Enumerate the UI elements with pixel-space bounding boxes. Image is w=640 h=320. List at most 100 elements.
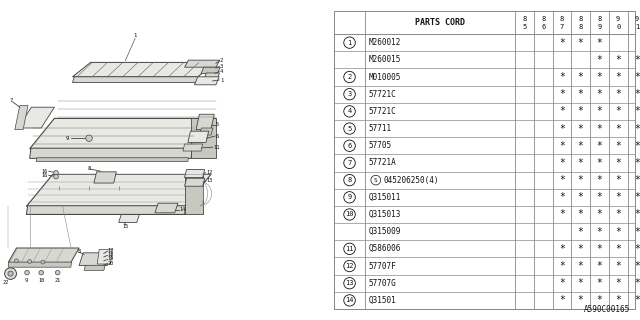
Circle shape xyxy=(56,270,60,275)
Text: *: * xyxy=(559,158,565,168)
Text: 9: 9 xyxy=(597,24,602,30)
Text: 57721C: 57721C xyxy=(369,90,397,99)
Text: 16: 16 xyxy=(41,169,47,174)
Text: 6: 6 xyxy=(541,24,545,30)
Text: *: * xyxy=(634,227,640,237)
Text: 11: 11 xyxy=(214,145,220,150)
Text: *: * xyxy=(615,89,621,99)
Text: 3: 3 xyxy=(348,91,351,97)
Text: *: * xyxy=(578,38,584,48)
Text: 1: 1 xyxy=(220,77,223,83)
Text: *: * xyxy=(596,124,602,133)
Text: 57711: 57711 xyxy=(369,124,392,133)
Text: S: S xyxy=(374,178,378,183)
Text: 16: 16 xyxy=(41,173,47,178)
Text: *: * xyxy=(634,141,640,151)
Circle shape xyxy=(4,268,17,279)
Text: 3: 3 xyxy=(220,64,223,69)
Text: *: * xyxy=(615,244,621,254)
Text: Q315013: Q315013 xyxy=(369,210,401,219)
Text: 10: 10 xyxy=(38,277,44,283)
Polygon shape xyxy=(8,262,72,267)
Text: 57705: 57705 xyxy=(369,141,392,150)
Text: *: * xyxy=(596,141,602,151)
Text: *: * xyxy=(615,210,621,220)
Circle shape xyxy=(54,174,58,179)
Text: 22: 22 xyxy=(3,280,9,285)
Text: *: * xyxy=(578,244,584,254)
Text: 19: 19 xyxy=(108,256,114,261)
Text: 6: 6 xyxy=(216,133,219,139)
Text: *: * xyxy=(615,278,621,288)
Text: M260012: M260012 xyxy=(369,38,401,47)
Text: *: * xyxy=(596,261,602,271)
Text: *: * xyxy=(634,210,640,220)
Text: Q315011: Q315011 xyxy=(369,193,401,202)
Text: *: * xyxy=(578,227,584,237)
Text: *: * xyxy=(559,106,565,116)
Text: 57721C: 57721C xyxy=(369,107,397,116)
Text: 5: 5 xyxy=(216,122,219,127)
Polygon shape xyxy=(184,60,220,67)
Text: 8: 8 xyxy=(522,16,527,22)
Text: *: * xyxy=(559,72,565,82)
Polygon shape xyxy=(18,107,54,128)
Text: *: * xyxy=(634,244,640,254)
Text: *: * xyxy=(596,72,602,82)
Text: 57707G: 57707G xyxy=(369,279,397,288)
Text: 8: 8 xyxy=(77,249,81,254)
Text: *: * xyxy=(578,210,584,220)
Text: 9: 9 xyxy=(616,16,620,22)
Polygon shape xyxy=(155,203,178,213)
Polygon shape xyxy=(184,174,203,214)
Text: 10: 10 xyxy=(346,212,354,218)
Text: M010005: M010005 xyxy=(369,73,401,82)
Text: *: * xyxy=(559,192,565,202)
Text: *: * xyxy=(596,89,602,99)
Text: 14: 14 xyxy=(180,207,186,212)
Text: Q586006: Q586006 xyxy=(369,244,401,253)
Text: 1: 1 xyxy=(635,24,639,30)
Polygon shape xyxy=(184,170,205,178)
Polygon shape xyxy=(15,106,28,130)
Text: *: * xyxy=(578,295,584,305)
Text: 12: 12 xyxy=(206,170,212,175)
Text: 8: 8 xyxy=(560,16,564,22)
Polygon shape xyxy=(72,62,216,77)
Text: *: * xyxy=(634,55,640,65)
Text: *: * xyxy=(615,175,621,185)
Text: 9: 9 xyxy=(348,194,351,200)
Text: *: * xyxy=(596,295,602,305)
Text: *: * xyxy=(559,295,565,305)
Text: *: * xyxy=(596,210,602,220)
Circle shape xyxy=(28,260,31,263)
Polygon shape xyxy=(183,144,203,151)
Circle shape xyxy=(41,260,45,264)
Text: *: * xyxy=(634,175,640,185)
Text: *: * xyxy=(596,227,602,237)
Text: 11: 11 xyxy=(346,246,354,252)
Polygon shape xyxy=(97,250,113,264)
Text: *: * xyxy=(578,72,584,82)
Text: *: * xyxy=(578,106,584,116)
Text: *: * xyxy=(596,55,602,65)
Text: 21: 21 xyxy=(54,277,61,283)
Text: *: * xyxy=(615,158,621,168)
Polygon shape xyxy=(184,178,205,186)
Text: *: * xyxy=(634,124,640,133)
Text: *: * xyxy=(596,106,602,116)
Circle shape xyxy=(15,259,19,263)
Text: 57721A: 57721A xyxy=(369,158,397,167)
Circle shape xyxy=(86,135,92,141)
Text: *: * xyxy=(596,175,602,185)
Text: 9: 9 xyxy=(635,16,639,22)
Text: *: * xyxy=(615,227,621,237)
Text: 5: 5 xyxy=(348,125,351,132)
Text: *: * xyxy=(578,261,584,271)
Text: 4: 4 xyxy=(220,69,223,74)
Text: M260015: M260015 xyxy=(369,55,401,64)
Text: 8: 8 xyxy=(541,16,545,22)
Text: *: * xyxy=(559,141,565,151)
Text: *: * xyxy=(634,158,640,168)
Polygon shape xyxy=(29,118,216,149)
